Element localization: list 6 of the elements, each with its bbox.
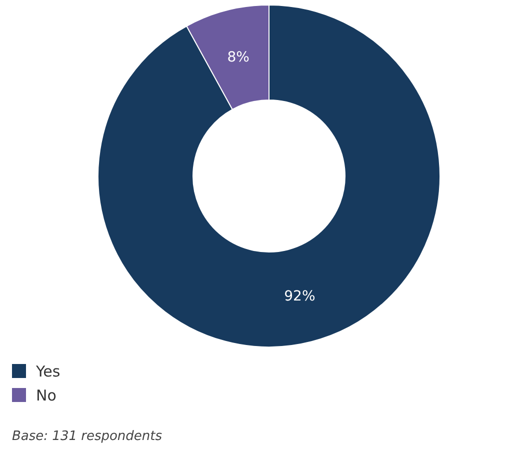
legend-label: No	[36, 386, 56, 404]
text: Base: 131 respondents	[12, 429, 162, 444]
data-label: 92%	[284, 288, 316, 305]
donut-slice	[98, 4, 440, 348]
data-label: 8%	[227, 49, 250, 66]
legend-label: Yes	[35, 362, 60, 380]
